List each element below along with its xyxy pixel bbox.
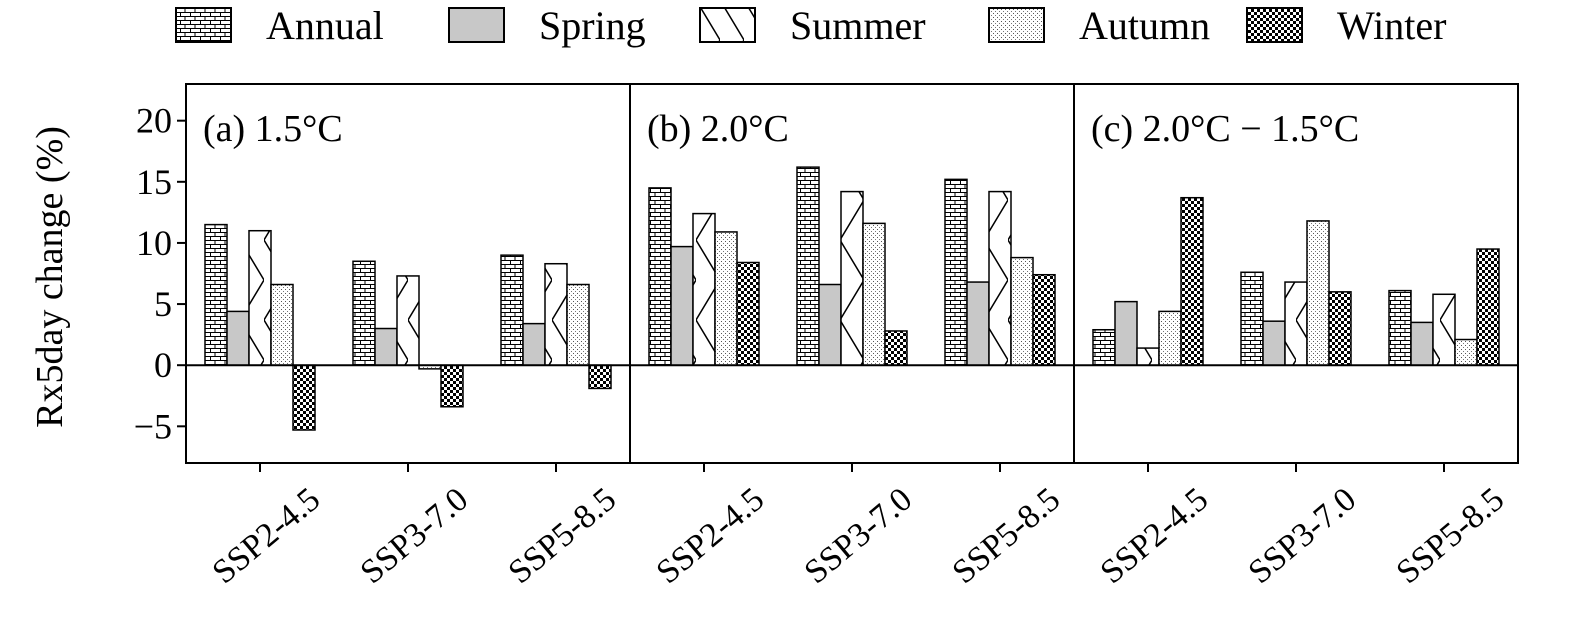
legend-swatch-annual — [175, 7, 232, 43]
bar-b-ssp3-7-0-annual — [796, 166, 820, 366]
bar-a-ssp5-8-5-summer — [544, 262, 568, 366]
y-tick-label: 0 — [154, 345, 172, 385]
y-tick-label: −5 — [134, 406, 172, 446]
legend-item-autumn: Autumn — [988, 3, 1210, 48]
x-tick-label: SSP5-8.5 — [946, 481, 1068, 591]
bar-a-ssp2-4-5-spring — [226, 310, 250, 366]
plot-frame — [185, 83, 1519, 464]
bar-c-ssp5-8-5-summer — [1432, 293, 1456, 366]
x-tick-label: SSP3-7.0 — [1242, 481, 1364, 591]
bar-a-ssp3-7-0-spring — [374, 327, 398, 366]
bar-c-ssp3-7-0-autumn — [1306, 220, 1330, 366]
bar-c-ssp5-8-5-winter — [1476, 248, 1500, 366]
legend-swatch-spring — [448, 7, 505, 43]
bar-c-ssp5-8-5-spring — [1410, 321, 1434, 366]
legend: Annual Spring Summer Autumn Winter — [175, 3, 1446, 48]
bar-c-ssp2-4-5-winter — [1180, 196, 1204, 366]
bar-c-ssp5-8-5-annual — [1388, 289, 1412, 366]
x-tick-label: SSP5-8.5 — [502, 481, 624, 591]
bar-a-ssp3-7-0-winter — [440, 364, 464, 408]
panel-label: (c) 2.0°C − 1.5°C — [1091, 108, 1359, 150]
bar-c-ssp3-7-0-annual — [1240, 271, 1264, 366]
bar-c-ssp2-4-5-autumn — [1158, 310, 1182, 366]
bar-b-ssp5-8-5-summer — [988, 190, 1012, 366]
y-tick-label: 5 — [154, 284, 172, 324]
bar-c-ssp3-7-0-winter — [1328, 291, 1352, 366]
bar-b-ssp2-4-5-autumn — [714, 231, 738, 366]
bar-c-ssp3-7-0-spring — [1262, 320, 1286, 366]
bar-b-ssp3-7-0-spring — [818, 283, 842, 366]
legend-item-summer: Summer — [699, 3, 926, 48]
bar-a-ssp2-4-5-winter — [292, 364, 316, 431]
legend-item-winter: Winter — [1246, 3, 1446, 48]
y-tick-label: 20 — [136, 101, 172, 141]
legend-label-winter: Winter — [1337, 3, 1446, 48]
bar-c-ssp2-4-5-summer — [1136, 347, 1160, 366]
x-tick-label: SSP2-4.5 — [1094, 481, 1216, 591]
x-tick-label: SSP3-7.0 — [354, 481, 476, 591]
legend-label-summer: Summer — [790, 3, 926, 48]
bars — [204, 166, 1500, 431]
x-tick-label: SSP3-7.0 — [798, 481, 920, 591]
bar-c-ssp2-4-5-annual — [1092, 328, 1116, 366]
legend-label-autumn: Autumn — [1079, 3, 1210, 48]
bar-a-ssp2-4-5-annual — [204, 223, 228, 366]
x-tick-label: SSP2-4.5 — [206, 481, 328, 591]
legend-swatch-autumn — [988, 7, 1045, 43]
bar-b-ssp3-7-0-summer — [840, 190, 864, 366]
bar-a-ssp3-7-0-summer — [396, 275, 420, 366]
legend-label-spring: Spring — [539, 3, 646, 48]
bar-a-ssp2-4-5-summer — [248, 229, 272, 366]
bar-a-ssp5-8-5-annual — [500, 254, 524, 366]
x-tick-label: SSP2-4.5 — [650, 481, 772, 591]
bar-b-ssp3-7-0-autumn — [862, 222, 886, 366]
bar-c-ssp5-8-5-autumn — [1454, 338, 1478, 366]
bar-b-ssp5-8-5-spring — [966, 281, 990, 366]
y-tick-label: 15 — [136, 162, 172, 202]
bar-b-ssp5-8-5-autumn — [1010, 256, 1034, 366]
bar-a-ssp3-7-0-annual — [352, 260, 376, 366]
bar-b-ssp2-4-5-winter — [736, 261, 760, 366]
panel-label: (a) 1.5°C — [203, 108, 343, 150]
legend-label-annual: Annual — [266, 3, 384, 48]
y-axis-label: Rx5day change (%) — [29, 126, 71, 428]
legend-swatch-winter — [1246, 7, 1303, 43]
x-tick-label: SSP5-8.5 — [1390, 481, 1512, 591]
y-tick-label: 10 — [136, 223, 172, 263]
legend-swatch-summer — [699, 7, 756, 43]
bar-a-ssp5-8-5-autumn — [566, 283, 590, 366]
bar-c-ssp3-7-0-summer — [1284, 281, 1308, 366]
bar-b-ssp2-4-5-spring — [670, 245, 694, 366]
bar-b-ssp2-4-5-summer — [692, 212, 716, 366]
panel-label: (b) 2.0°C — [647, 108, 789, 150]
bar-a-ssp5-8-5-spring — [522, 322, 546, 366]
bar-b-ssp2-4-5-annual — [648, 187, 672, 366]
bar-b-ssp5-8-5-annual — [944, 178, 968, 366]
bar-b-ssp5-8-5-winter — [1032, 273, 1056, 366]
legend-item-annual: Annual — [175, 3, 384, 48]
bar-b-ssp3-7-0-winter — [884, 330, 908, 366]
bar-a-ssp2-4-5-autumn — [270, 283, 294, 366]
legend-item-spring: Spring — [448, 3, 646, 48]
bar-c-ssp2-4-5-spring — [1114, 300, 1138, 366]
bar-a-ssp5-8-5-winter — [588, 364, 612, 390]
